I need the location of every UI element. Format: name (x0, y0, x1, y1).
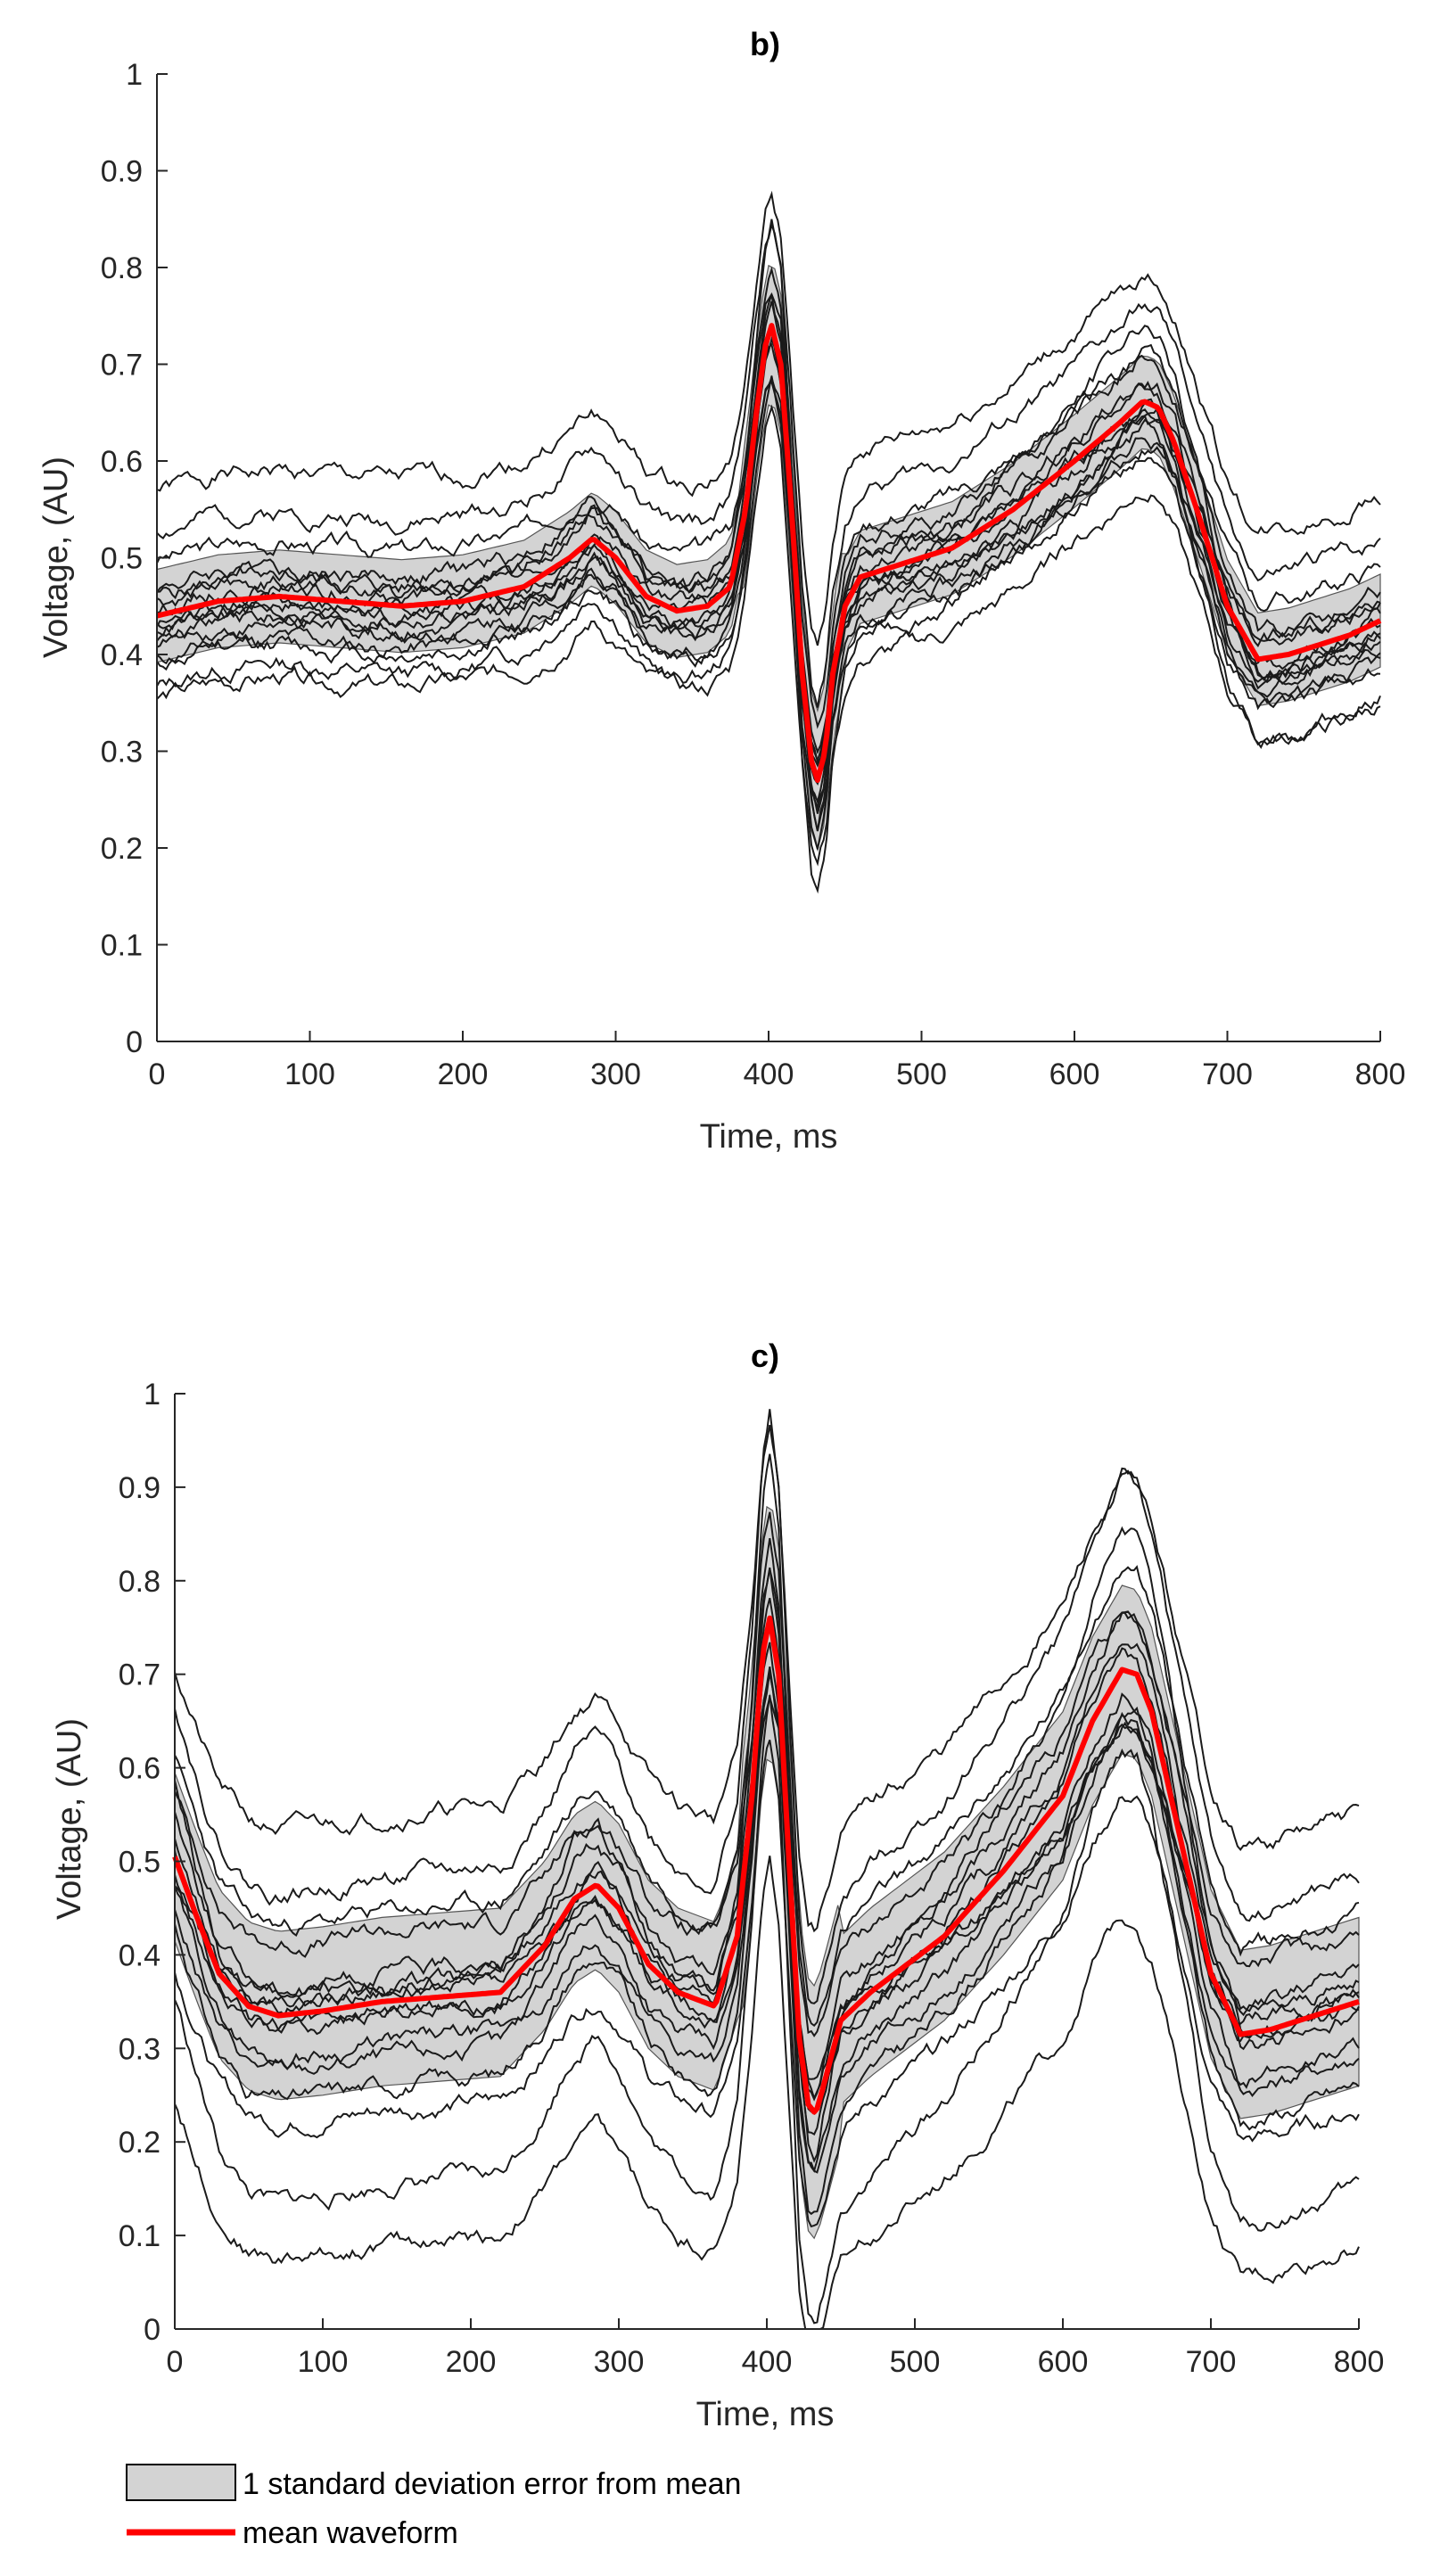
y-tick-label: 1 (126, 58, 143, 92)
x-tick-label: 400 (742, 2345, 793, 2379)
x-tick-label: 500 (896, 1058, 947, 1091)
legend-band-swatch (126, 2464, 236, 2501)
y-tick-label: 0.2 (119, 2126, 160, 2160)
x-tick-label: 400 (744, 1058, 794, 1091)
x-tick-label: 500 (890, 2345, 941, 2379)
x-axis-label: Time, ms (696, 2396, 835, 2433)
x-tick-label: 600 (1049, 1058, 1100, 1091)
trace-line-3 (156, 292, 1381, 729)
y-tick-label: 0.2 (101, 832, 143, 866)
trace-line-13 (174, 1695, 1360, 2325)
x-tick-label: 100 (284, 1058, 335, 1091)
x-tick-label: 0 (167, 2345, 184, 2379)
trace-line-5 (156, 300, 1381, 754)
y-tick-label: 1 (144, 1378, 160, 1411)
y-axis-label: Voltage, (AU) (51, 1718, 88, 1920)
trace-line-3 (174, 1511, 1360, 2028)
trace-line-9 (174, 1642, 1360, 2173)
sd-band (156, 264, 1381, 852)
y-tick-label: 0.4 (101, 638, 143, 672)
mean-waveform-line (172, 1615, 1360, 2115)
y-tick-label: 0.9 (101, 155, 143, 189)
trace-line-15 (156, 218, 1381, 832)
y-tick-label: 0.3 (101, 736, 143, 770)
y-tick-label: 0.5 (119, 1846, 160, 1880)
y-tick-label: 0.5 (101, 542, 143, 576)
y-tick-label: 0.6 (119, 1752, 160, 1786)
trace-line-16 (174, 1693, 1360, 2080)
y-tick-label: 0.7 (101, 349, 143, 383)
mean-waveform-line (156, 323, 1382, 783)
y-tick-label: 0.8 (119, 1565, 160, 1599)
trace-line-11 (174, 1671, 1360, 2216)
chart-title: b) (750, 26, 780, 62)
trace-line-2 (174, 1409, 1360, 2004)
y-tick-label: 0.3 (119, 2032, 160, 2066)
legend: 1 standard deviation error from mean mea… (126, 2464, 741, 2550)
y-tick-label: 0 (144, 2313, 160, 2347)
trace-line-4 (156, 266, 1381, 768)
trace-line-14 (174, 1856, 1360, 2330)
x-tick-label: 200 (438, 1058, 489, 1091)
trace-line-7 (156, 293, 1381, 814)
trace-line-15 (174, 1453, 1360, 2163)
y-tick-label: 0 (126, 1025, 143, 1059)
trace-line-1 (174, 1425, 1360, 1933)
y-tick-label: 0.9 (119, 1471, 160, 1505)
chart-panel-c: c) 0 100 200 300 400 500 600 700 800 0 0.1 0.2 0.3 0.… (51, 1337, 1384, 2433)
y-tick-label: 0.1 (101, 929, 143, 963)
trace-line-5 (174, 1537, 1360, 2102)
y-tick-label: 0.7 (119, 1658, 160, 1692)
x-tick-label: 300 (590, 1058, 641, 1091)
trace-line-6 (174, 1597, 1360, 2101)
trace-line-7 (174, 1567, 1360, 2136)
x-tick-label: 700 (1186, 2345, 1237, 2379)
x-tick-label: 300 (594, 2345, 645, 2379)
x-tick-label: 200 (446, 2345, 497, 2379)
trace-line-14 (156, 404, 1381, 867)
y-tick-label: 0.4 (119, 1938, 160, 1972)
x-axis-label: Time, ms (700, 1118, 838, 1156)
trace-line-1 (156, 190, 1381, 646)
legend-mean-label: mean waveform (243, 2516, 458, 2550)
x-tick-label: 800 (1355, 1058, 1406, 1091)
chart-panel-b: b) 0 100 200 300 400 500 600 700 800 0 0.1 0.2 0.3 0.… (37, 26, 1405, 1156)
x-tick-label: 0 (149, 1058, 166, 1091)
chart-title: c) (751, 1337, 779, 1374)
x-tick-label: 100 (298, 2345, 349, 2379)
y-tick-label: 0.1 (119, 2219, 160, 2253)
trace-line-12 (156, 375, 1381, 832)
y-axis-label: Voltage, (AU) (37, 457, 75, 658)
x-tick-label: 700 (1202, 1058, 1253, 1091)
trace-line-16 (156, 380, 1381, 764)
y-tick-label: 0.8 (101, 251, 143, 285)
y-tick-label: 0.6 (101, 445, 143, 479)
x-tick-label: 600 (1038, 2345, 1089, 2379)
legend-band-label: 1 standard deviation error from mean (243, 2467, 741, 2501)
x-tick-label: 800 (1334, 2345, 1385, 2379)
